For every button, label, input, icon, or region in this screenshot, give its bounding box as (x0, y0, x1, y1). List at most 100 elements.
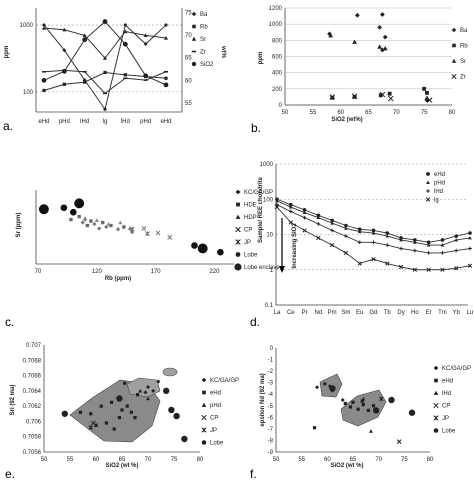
data-point-ba (327, 31, 332, 37)
axis-title-a-left: ppm (4, 46, 10, 59)
data-point-kc-ga-gp (340, 398, 345, 402)
data-point-ehd (468, 231, 472, 235)
legend-marker-sio2 (191, 61, 197, 67)
data-point-lg (329, 242, 335, 248)
data-point-ehd (136, 393, 140, 397)
legend-label-kc-ga-gp: KC/GA/GP (210, 378, 239, 384)
data-point-lhd (361, 396, 366, 401)
data-point-zr (351, 93, 358, 99)
data-point-sio2 (163, 82, 169, 88)
data-point-phd (275, 199, 279, 203)
data-point-sio2 (41, 77, 47, 83)
data-point-ehd (110, 400, 114, 404)
x-tick-label: 70 (375, 457, 382, 463)
x-tick-label: Lu (467, 310, 474, 316)
data-point-jp (378, 396, 384, 402)
data-point-sr (352, 39, 357, 44)
y-tick-label: 800 (272, 38, 283, 44)
data-point-sr (82, 33, 87, 38)
y-right-tick-label: 70 (185, 33, 192, 39)
arrow-head (279, 266, 285, 273)
data-point-lg (302, 228, 307, 233)
data-point-kc-ga-gp (97, 226, 102, 231)
y-tick-label: 0 (279, 103, 283, 109)
y-right-tick-label: 60 (185, 78, 192, 84)
data-point-lg (426, 267, 431, 272)
y-tick-label: 0.7062 (23, 404, 42, 410)
data-point-phd (371, 231, 376, 235)
x-tick-label: Er (426, 310, 432, 316)
data-point-lhd (468, 246, 472, 251)
x-tick-label: 170 (151, 269, 162, 275)
data-point-ehd (89, 412, 93, 416)
y-tick-label: -7 (268, 427, 274, 433)
axis-title-b-y: ppm (258, 52, 264, 65)
x-tick-label: 65 (365, 110, 372, 116)
data-point-lg (412, 267, 418, 272)
legend-label-rb: Rb (200, 25, 208, 31)
data-point-jp (144, 231, 150, 237)
data-point-phd (146, 396, 150, 401)
legend-marker-phd (426, 180, 430, 185)
data-point-ehd (351, 400, 355, 404)
legend-label-lhd: lHd (442, 391, 451, 397)
data-point-lg (467, 263, 473, 268)
data-point-phd (94, 423, 98, 427)
legend-label-ba: Ba (460, 28, 468, 34)
axis-title-b-x: SiO2 (wt%) (331, 117, 362, 123)
data-point-kc-ga-gp (80, 220, 85, 225)
data-point-lobe-enclave (38, 204, 49, 215)
y-tick-label: -6 (268, 415, 274, 421)
data-point-sr (42, 26, 46, 30)
legend-label-ba: Ba (200, 12, 208, 18)
y-tick-label: -1 (268, 358, 274, 364)
series-line-phd (276, 200, 471, 246)
legend-label-sr: Sr (200, 37, 206, 43)
legend-label-zr: Zr (460, 75, 466, 81)
legend-marker-jp (201, 427, 207, 433)
panel-label-c: c. (5, 315, 14, 329)
x-tick-label: 75 (421, 110, 428, 116)
legend-marker-cp (433, 402, 439, 409)
x-tick-label: 60 (93, 457, 100, 463)
y-tick-label: -5 (268, 404, 274, 410)
data-point-ehd (120, 408, 124, 412)
data-point-kc-ga-gp (146, 385, 150, 390)
data-point-hde (122, 225, 126, 229)
data-point-ehd (125, 404, 129, 408)
x-tick-label: Dy (397, 310, 404, 316)
x-tick-label: pHd (59, 119, 70, 125)
data-point-kc-ga-gp (156, 379, 161, 384)
data-point-kc-ga-gp (104, 224, 109, 230)
data-point-lg (385, 261, 390, 266)
data-point-zr (379, 91, 386, 98)
legend-label-rb: Rb (460, 44, 468, 50)
data-point-sio2 (82, 37, 88, 43)
data-point-sio2 (102, 19, 108, 24)
data-point-lobe-enclave (74, 198, 85, 209)
data-point-sr (164, 36, 168, 40)
data-point-hdp (118, 220, 123, 225)
data-point-cp (396, 439, 402, 444)
series-line-ehd (276, 198, 471, 243)
data-point-kc-ga-gp (115, 227, 121, 232)
data-point-hdp (106, 221, 111, 226)
x-tick-label: 75 (171, 457, 178, 463)
data-point-cp (167, 234, 173, 240)
legend-label-jp: JP (244, 240, 251, 246)
data-point-lg (288, 220, 293, 225)
data-point-lobe (191, 242, 198, 249)
panel-b-chart: 50 55 60 65 70 75 80020040060080010001200BaRbS… (269, 6, 469, 116)
data-point-phd (288, 205, 293, 209)
data-point-ehd (371, 404, 376, 408)
legend-label-lobe-enclave: Lobe enclave (244, 265, 280, 271)
data-point-lobe (173, 412, 180, 420)
axis-title-f-x: SiO2 (wt %) (330, 463, 363, 469)
data-point-lobe (163, 387, 170, 395)
legend-marker-ba (451, 27, 457, 33)
y-tick-label: 0.7056 (23, 450, 42, 456)
data-point-hde (89, 219, 93, 223)
data-point-lobe (181, 435, 188, 443)
legend-marker-cp (235, 226, 241, 233)
data-point-lobe (388, 396, 395, 404)
